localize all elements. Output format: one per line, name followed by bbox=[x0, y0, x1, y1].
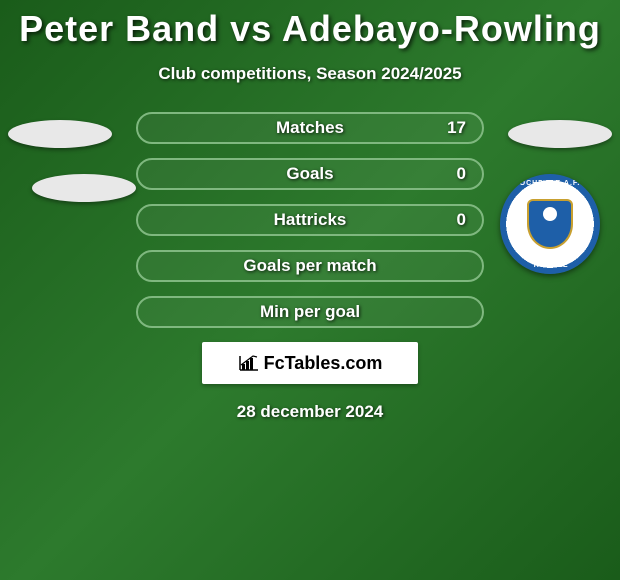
stat-label: Goals per match bbox=[243, 256, 376, 276]
subtitle: Club competitions, Season 2024/2025 bbox=[0, 64, 620, 84]
stat-row-min-per-goal: Min per goal bbox=[136, 296, 484, 328]
stat-value: 0 bbox=[457, 210, 466, 230]
club-badge: ROCHDALE A.F.C THE DALE bbox=[500, 174, 600, 274]
avatar-placeholder-icon bbox=[32, 174, 136, 202]
chart-icon bbox=[238, 354, 260, 372]
stat-value: 0 bbox=[457, 164, 466, 184]
badge-club-name: ROCHDALE A.F.C bbox=[514, 180, 587, 187]
left-player-avatar bbox=[8, 120, 136, 202]
badge-shield-icon bbox=[527, 199, 573, 249]
stat-value: 17 bbox=[447, 118, 466, 138]
watermark-text: FcTables.com bbox=[264, 353, 383, 374]
badge-nickname: THE DALE bbox=[533, 262, 568, 269]
stats-column: Matches 17 Goals 0 Hattricks 0 Goals per… bbox=[136, 112, 484, 328]
stat-row-hattricks: Hattricks 0 bbox=[136, 204, 484, 236]
avatar-placeholder-icon bbox=[8, 120, 112, 148]
stat-row-matches: Matches 17 bbox=[136, 112, 484, 144]
main-container: Peter Band vs Adebayo-Rowling Club compe… bbox=[0, 0, 620, 422]
stat-label: Matches bbox=[276, 118, 344, 138]
stat-label: Hattricks bbox=[274, 210, 347, 230]
avatar-placeholder-icon bbox=[508, 120, 612, 148]
badge-ball-icon bbox=[543, 207, 557, 221]
stat-row-goals: Goals 0 bbox=[136, 158, 484, 190]
stat-label: Min per goal bbox=[260, 302, 360, 322]
comparison-area: ROCHDALE A.F.C THE DALE Matches 17 Goals… bbox=[0, 112, 620, 422]
page-title: Peter Band vs Adebayo-Rowling bbox=[0, 8, 620, 50]
watermark: FcTables.com bbox=[202, 342, 418, 384]
right-player-avatar bbox=[508, 120, 612, 148]
stat-label: Goals bbox=[286, 164, 333, 184]
date-text: 28 december 2024 bbox=[0, 402, 620, 422]
stat-row-goals-per-match: Goals per match bbox=[136, 250, 484, 282]
